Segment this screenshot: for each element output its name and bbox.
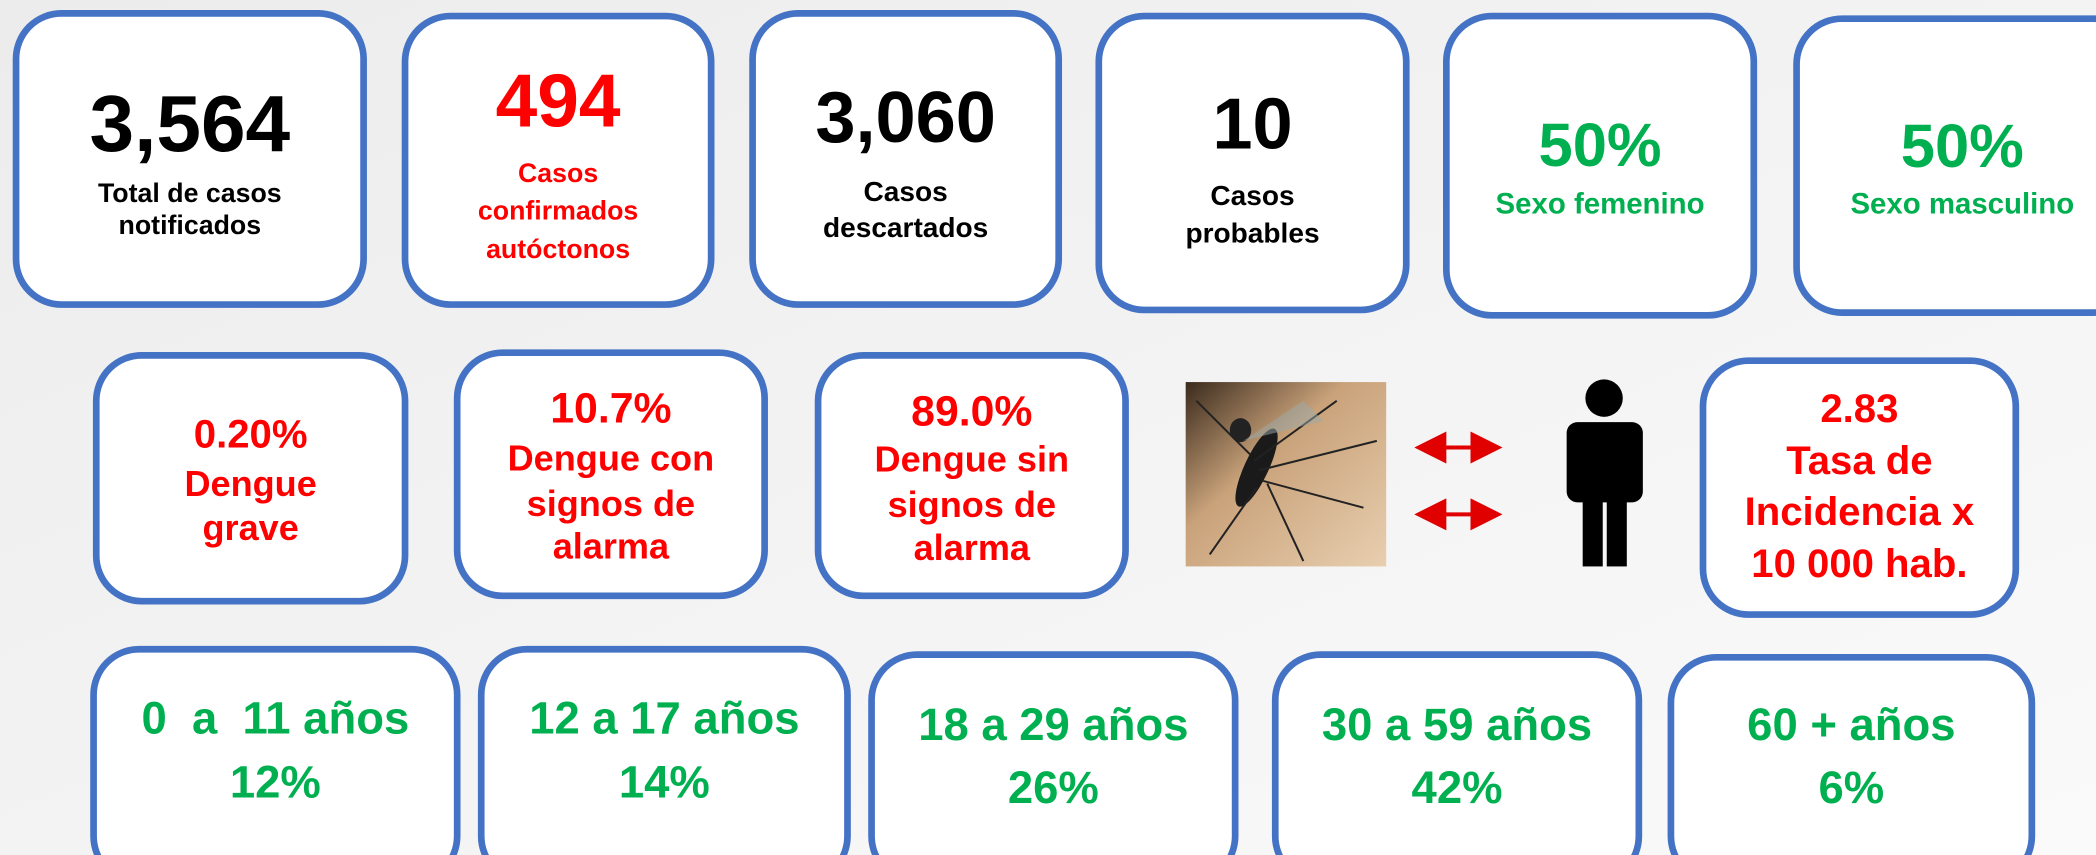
card-label: 26% [1008,762,1099,813]
card-label: signos de [888,484,1056,525]
mosquito-image [1185,382,1387,567]
card-label: Total de casos [98,178,282,208]
card [1793,15,2096,316]
card-label: Casos [864,176,948,207]
card-value: 10 [1212,85,1292,165]
card [12,10,367,308]
card-label: notificados [119,210,262,240]
card-value: 50% [1539,111,1662,180]
card-label: Dengue [184,463,316,504]
card [1699,357,2020,618]
card-label: 10 000 hab. [1751,542,1967,586]
card-value: 30 a 59 años [1322,699,1592,750]
card-value: 3,564 [89,78,290,168]
card-value: 2.83 [1820,387,1898,431]
card-label: Incidencia x [1745,490,1975,534]
person-icon [1566,379,1643,567]
card-value: 10.7% [550,385,671,433]
card-value: 89.0% [911,387,1032,435]
card-value: 3,060 [815,78,996,158]
card-value: 18 a 29 años [918,699,1188,750]
card-label: Casos [1210,180,1294,211]
card-label: 42% [1412,762,1503,813]
card-label: Sexo femenino [1496,188,1705,221]
card-value: 494 [496,59,621,143]
card-label: alarma [553,526,670,567]
card-label: descartados [823,212,988,243]
card-value: 60 + años [1747,699,1955,750]
card-label: Dengue sin [875,439,1070,480]
card [477,645,851,855]
card-value: 50% [1901,112,2024,181]
card [92,352,409,605]
card [1667,653,2036,855]
card-value: 12 a 17 años [529,692,799,743]
card-label: alarma [914,527,1031,568]
card [1443,12,1758,319]
card-label: Casos [518,158,598,188]
card [90,645,461,855]
card-label: Dengue con [508,437,715,478]
card [1271,651,1643,855]
card-label: Sexo masculino [1850,188,2074,221]
card-label: Tasa de [1786,439,1932,483]
card [868,651,1239,855]
card [401,12,715,308]
card-value: 0 a 11 años [141,692,409,743]
card-label: 14% [619,757,710,808]
card-label: 6% [1819,762,1885,813]
card-label: signos de [527,483,695,524]
card-label: probables [1185,218,1319,249]
card [1095,12,1410,314]
card-label: confirmados [478,195,638,225]
card-value: 0.20% [194,412,308,456]
card-label: 12% [230,757,321,808]
card [814,352,1129,600]
card [453,349,768,600]
card-label: autóctonos [486,234,630,264]
card [749,10,1063,308]
card-label: grave [202,507,298,548]
